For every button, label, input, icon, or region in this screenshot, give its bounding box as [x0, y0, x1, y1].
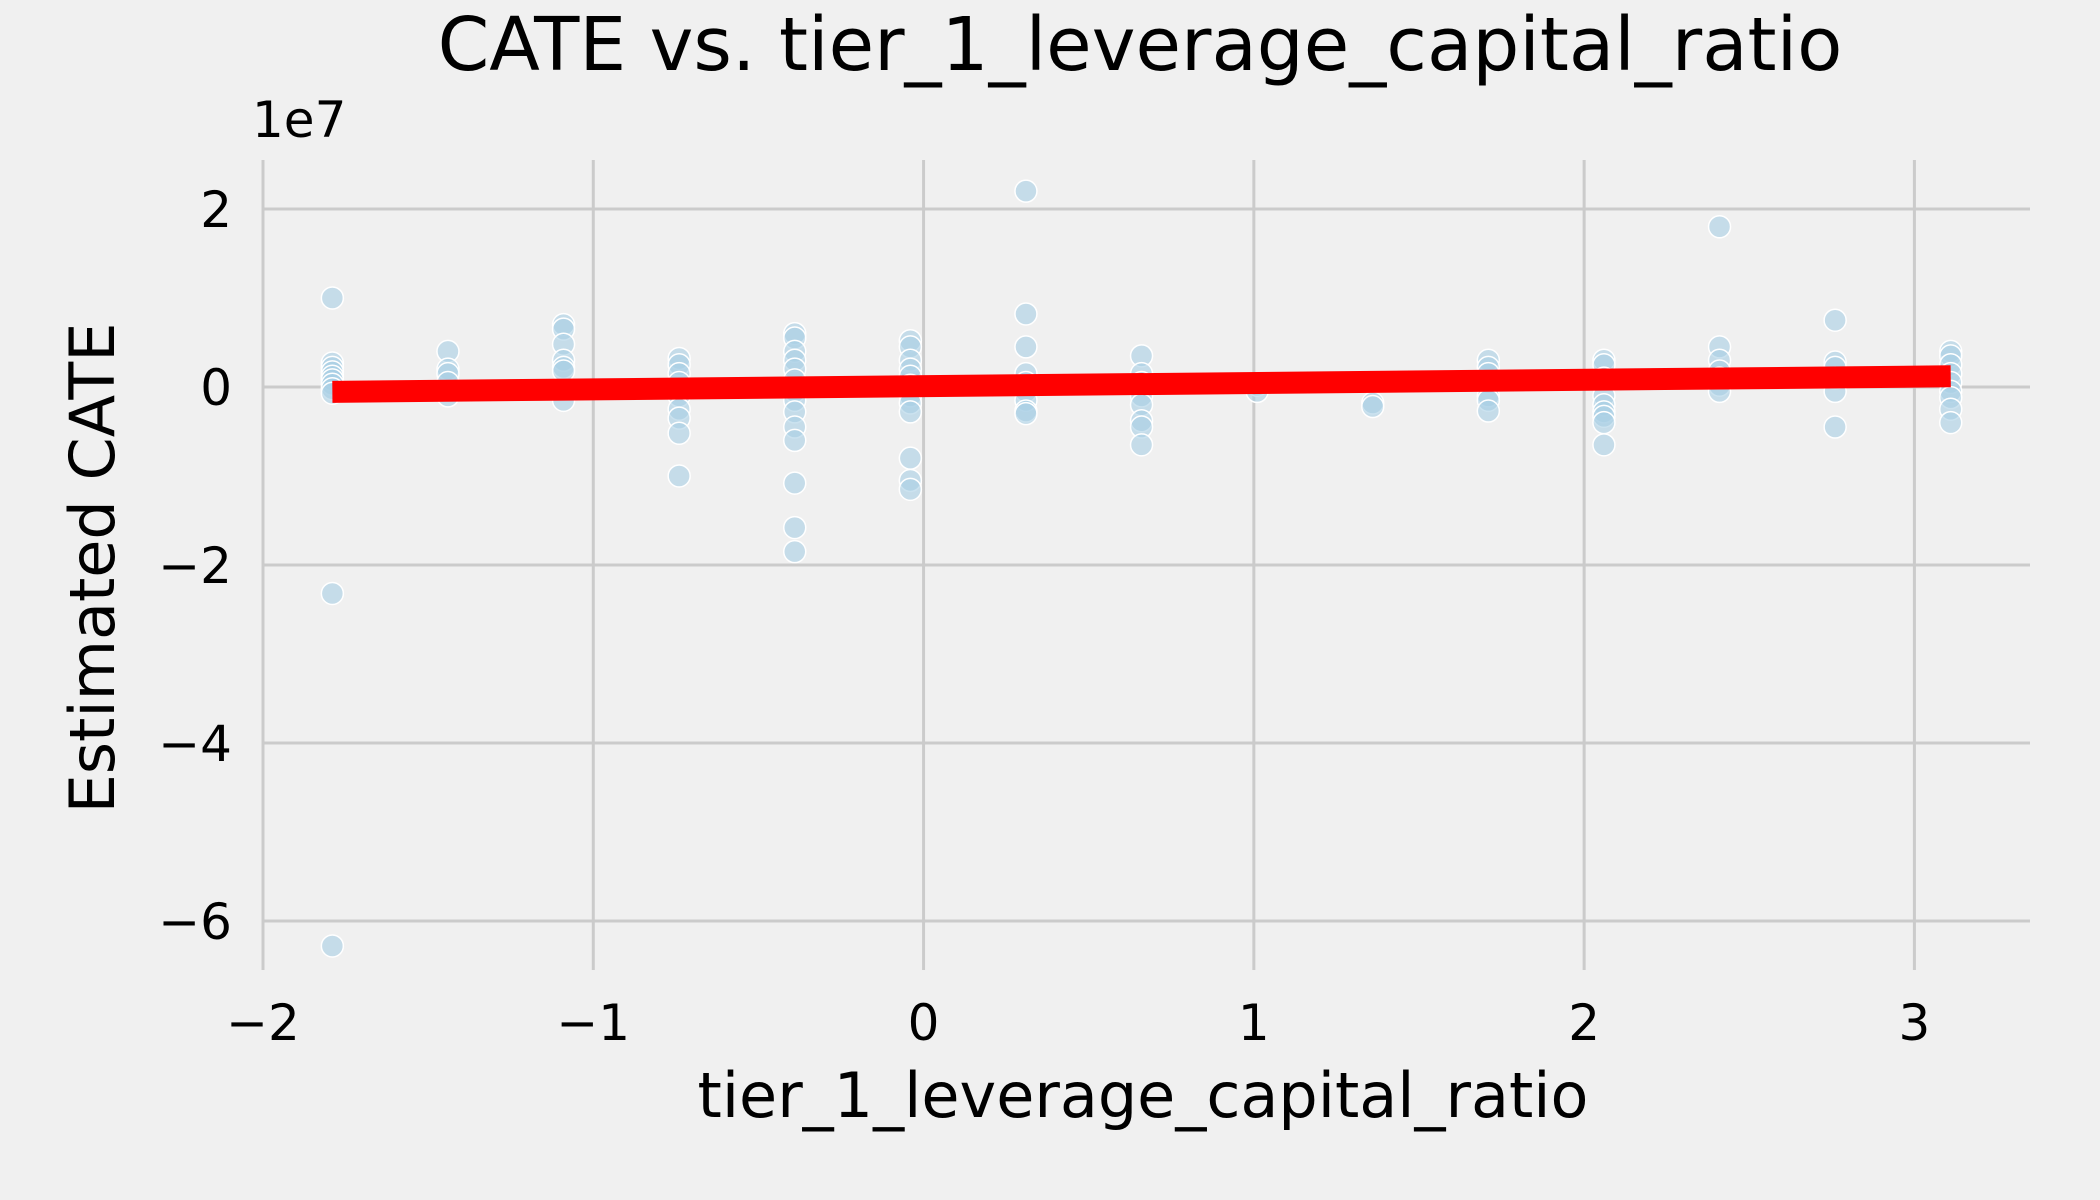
data-point-55	[898, 446, 923, 470]
y-tick-label-0: 2	[200, 181, 232, 239]
x-axis-label: tier_1_leverage_capital_ratio	[698, 1059, 1589, 1132]
y-tick-label-2: −2	[158, 537, 232, 595]
data-point-66	[1014, 401, 1038, 426]
y-tick-label-1: 0	[200, 359, 232, 417]
x-tick-label-5: 3	[1898, 994, 1930, 1052]
data-point-58	[1014, 179, 1038, 203]
data-point-9	[320, 581, 345, 606]
tick-labels: −2 −1 0 1 2 3 2 0 −2 −4 −6	[158, 181, 1930, 1052]
x-tick-label-0: −2	[226, 994, 300, 1052]
data-point-78	[1360, 394, 1385, 419]
chart-title: CATE vs. tier_1_leverage_capital_ratio	[438, 2, 1843, 88]
data-point-94	[1592, 433, 1616, 457]
y-axis-offset-label: 1e7	[252, 91, 346, 149]
grid-lines	[261, 160, 2030, 970]
data-point-93	[1592, 410, 1616, 435]
data-point-85	[1476, 399, 1501, 423]
data-point-31	[667, 464, 691, 488]
y-tick-label-3: −4	[158, 715, 232, 773]
data-point-57	[898, 477, 923, 502]
data-point-59	[1014, 302, 1038, 326]
scatter-points	[320, 179, 1963, 958]
data-point-45	[783, 539, 807, 564]
data-point-95	[1707, 215, 1732, 239]
cate-fit-line	[332, 365, 1951, 403]
data-point-107	[1823, 415, 1847, 439]
x-tick-label-3: 1	[1238, 994, 1270, 1052]
y-tick-label-4: −6	[158, 893, 232, 951]
data-point-0	[320, 286, 345, 310]
data-point-44	[783, 515, 807, 540]
data-point-43	[783, 471, 807, 495]
data-point-30	[667, 421, 691, 446]
x-tick-label-4: 2	[1568, 994, 1600, 1052]
data-point-116	[1938, 410, 1963, 435]
data-point-74	[1129, 433, 1154, 457]
data-point-10	[320, 934, 345, 958]
data-point-102	[1823, 308, 1847, 332]
data-point-54	[898, 400, 923, 424]
y-axis-label: Estimated CATE	[56, 323, 129, 814]
x-tick-label-2: 0	[908, 994, 940, 1052]
x-tick-label-1: −1	[556, 994, 630, 1052]
data-point-60	[1014, 335, 1038, 359]
fit-line-layer	[332, 365, 1951, 403]
data-point-42	[783, 428, 807, 453]
